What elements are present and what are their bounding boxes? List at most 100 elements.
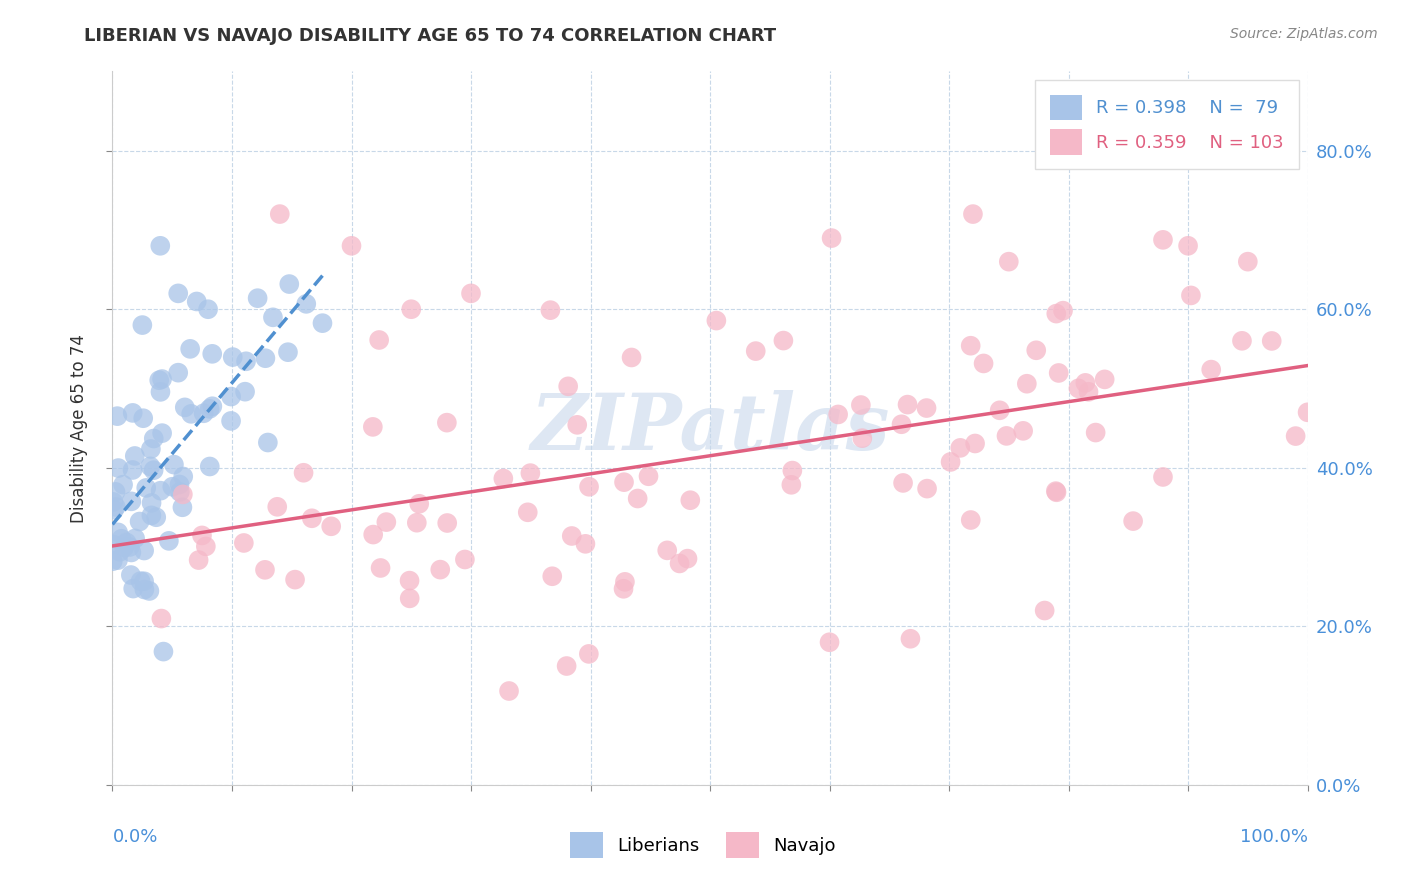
Point xyxy=(613,574,636,589)
Point xyxy=(186,294,208,309)
Point xyxy=(851,431,873,445)
Point xyxy=(780,478,803,492)
Point xyxy=(104,484,127,499)
Point xyxy=(149,483,172,498)
Point xyxy=(939,455,962,469)
Point xyxy=(112,477,135,491)
Point xyxy=(172,500,194,515)
Point xyxy=(219,414,242,428)
Point xyxy=(246,291,269,305)
Point xyxy=(257,435,280,450)
Point xyxy=(198,401,221,416)
Point xyxy=(370,561,392,575)
Point xyxy=(1152,470,1174,484)
Point xyxy=(890,417,912,432)
Point xyxy=(169,477,191,491)
Point xyxy=(405,516,427,530)
Point xyxy=(145,510,167,524)
Point xyxy=(197,302,219,317)
Point xyxy=(139,442,162,456)
Point xyxy=(1052,303,1074,318)
Point xyxy=(959,513,981,527)
Point xyxy=(408,497,430,511)
Point xyxy=(108,545,131,559)
Point xyxy=(163,458,186,472)
Point xyxy=(167,366,190,380)
Point xyxy=(398,574,420,588)
Point xyxy=(1025,343,1047,358)
Point xyxy=(269,207,291,221)
Point xyxy=(1067,381,1090,395)
Point xyxy=(613,475,636,490)
Point xyxy=(567,417,589,432)
Point xyxy=(1152,233,1174,247)
Point xyxy=(115,535,138,549)
Point xyxy=(519,466,541,480)
Point xyxy=(1177,239,1199,253)
Point xyxy=(1015,376,1038,391)
Point xyxy=(398,591,420,606)
Point xyxy=(915,401,938,415)
Point xyxy=(121,463,143,477)
Legend: R = 0.398    N =  79, R = 0.359    N = 103: R = 0.398 N = 79, R = 0.359 N = 103 xyxy=(1035,80,1299,169)
Point xyxy=(1045,307,1067,321)
Point xyxy=(173,401,195,415)
Point xyxy=(150,611,173,625)
Point xyxy=(150,426,173,441)
Point xyxy=(1045,485,1067,500)
Point xyxy=(1296,405,1319,419)
Point xyxy=(492,471,515,485)
Point xyxy=(1045,484,1067,499)
Point xyxy=(782,464,804,478)
Point xyxy=(401,302,423,317)
Point xyxy=(436,416,458,430)
Point xyxy=(995,429,1018,443)
Point xyxy=(103,502,125,516)
Point xyxy=(235,354,257,368)
Point xyxy=(105,409,128,424)
Point xyxy=(612,582,634,596)
Point xyxy=(122,582,145,596)
Point xyxy=(292,466,315,480)
Point xyxy=(578,647,600,661)
Point xyxy=(201,399,224,413)
Point xyxy=(849,398,872,412)
Point xyxy=(998,254,1021,268)
Point xyxy=(233,384,256,399)
Point xyxy=(120,494,142,508)
Legend: Liberians, Navajo: Liberians, Navajo xyxy=(562,825,844,865)
Point xyxy=(555,659,578,673)
Point xyxy=(949,441,972,455)
Point xyxy=(460,286,482,301)
Point xyxy=(745,344,768,359)
Point xyxy=(454,552,477,566)
Point xyxy=(179,342,201,356)
Point xyxy=(820,231,842,245)
Point xyxy=(128,515,150,529)
Point xyxy=(139,459,162,474)
Point xyxy=(148,373,170,387)
Point xyxy=(1074,376,1097,390)
Text: 100.0%: 100.0% xyxy=(1240,828,1308,846)
Point xyxy=(1122,514,1144,528)
Text: LIBERIAN VS NAVAJO DISABILITY AGE 65 TO 74 CORRELATION CHART: LIBERIAN VS NAVAJO DISABILITY AGE 65 TO … xyxy=(84,27,776,45)
Point xyxy=(110,532,132,546)
Point xyxy=(107,553,129,567)
Point xyxy=(818,635,841,649)
Point xyxy=(134,582,156,597)
Point xyxy=(557,379,579,393)
Point xyxy=(295,297,318,311)
Point xyxy=(141,508,163,523)
Point xyxy=(107,525,129,540)
Point xyxy=(962,207,984,221)
Point xyxy=(1094,372,1116,386)
Point xyxy=(198,459,221,474)
Point xyxy=(574,537,596,551)
Point xyxy=(516,505,538,519)
Point xyxy=(679,493,702,508)
Point xyxy=(191,528,214,542)
Point xyxy=(278,277,301,291)
Point xyxy=(1047,366,1070,380)
Point xyxy=(827,408,849,422)
Point xyxy=(124,449,146,463)
